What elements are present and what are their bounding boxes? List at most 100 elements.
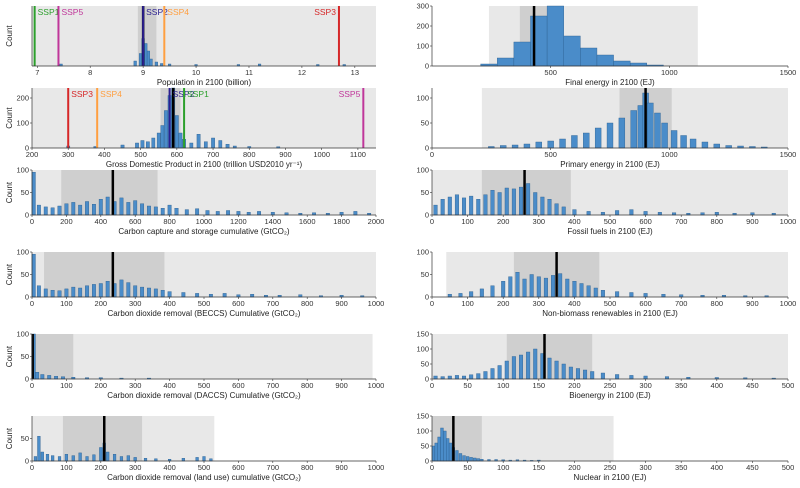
- x-tick-label: 1000: [313, 150, 330, 159]
- histogram-bar: [215, 211, 220, 216]
- histogram-bar: [431, 445, 436, 462]
- histogram-bar: [447, 375, 452, 380]
- y-tick-label: 100: [16, 119, 29, 128]
- x-tick-label: 400: [98, 150, 111, 159]
- x-tick-label: 500: [134, 150, 147, 159]
- x-tick-label: 1000: [368, 299, 385, 308]
- histogram-bar: [195, 208, 200, 216]
- histogram-bar: [568, 366, 573, 380]
- histogram-bar: [561, 206, 566, 216]
- histogram-bar: [629, 375, 634, 380]
- x-tick-label: 400: [163, 381, 176, 390]
- x-tick-label: 200: [568, 381, 581, 390]
- x-tick-label: 800: [711, 299, 724, 308]
- histogram-bar: [558, 273, 563, 298]
- x-tick-label: 500: [782, 381, 795, 390]
- histogram-bar: [586, 211, 591, 216]
- histogram-bar: [473, 457, 477, 462]
- x-tick-label: 200: [497, 299, 510, 308]
- histogram-bar: [529, 274, 534, 298]
- histogram-bar: [554, 203, 559, 216]
- histogram-bar: [112, 454, 117, 462]
- histogram-bar: [670, 130, 678, 149]
- x-tick-label: 7: [35, 68, 39, 77]
- y-tick-label: 100: [416, 248, 429, 257]
- histogram-bar: [106, 451, 110, 462]
- x-tick-label: 700: [267, 381, 280, 390]
- x-tick-label: 200: [95, 299, 108, 308]
- x-tick-label: 500: [198, 463, 211, 472]
- x-tick-label: 400: [163, 299, 176, 308]
- y-tick-label: 100: [416, 427, 429, 436]
- histogram-bar: [440, 376, 445, 380]
- histogram-bar: [47, 375, 52, 380]
- histogram-bar: [536, 276, 541, 298]
- panel-final-energy: 500 1000 1500 0 100 200 300 Final energy in 210…: [416, 2, 796, 88]
- histogram-bar: [257, 211, 261, 216]
- histogram-bar: [160, 125, 165, 149]
- histogram-bar: [511, 188, 516, 216]
- histogram-bar: [167, 291, 172, 298]
- x-tick-label: 200: [95, 463, 108, 472]
- panel-ccs: 0 200 400 600 800 1000 1200 1400 1600 1800 2000 0 50…: [5, 166, 384, 237]
- histogram-bar: [208, 294, 213, 298]
- histogram-bar: [713, 143, 720, 149]
- x-tick-label: 500: [544, 150, 557, 159]
- histogram-bar: [135, 142, 139, 149]
- y-tick-label: 150: [416, 412, 429, 421]
- x-tick-label: 0: [430, 299, 434, 308]
- histogram-bar: [501, 281, 506, 298]
- histogram-bar: [515, 272, 520, 298]
- histogram-bar: [85, 285, 89, 298]
- ssp-label-ssp3: SSP3: [71, 89, 93, 99]
- x-tick-label: 1000: [196, 217, 213, 226]
- histogram-bar: [138, 53, 143, 67]
- histogram-bar: [565, 278, 570, 298]
- histogram-bar: [353, 211, 358, 216]
- y-axis-label: Count: [5, 345, 14, 367]
- histogram-bar: [476, 199, 481, 216]
- histogram-bar: [462, 197, 467, 216]
- histogram-bar: [433, 375, 438, 380]
- histogram-bar: [629, 209, 634, 216]
- x-axis-label: Fossil fuels in 2100 (EJ): [567, 227, 653, 236]
- x-tick-label: 600: [639, 217, 652, 226]
- histogram-bar: [250, 294, 255, 298]
- x-tick-label: 0: [30, 217, 34, 226]
- histogram-bar: [33, 456, 38, 462]
- histogram-bar: [196, 134, 201, 149]
- histogram-bar: [454, 375, 459, 380]
- histogram-bar: [571, 135, 578, 149]
- histogram-bar: [469, 195, 474, 216]
- y-tick-label: 50: [421, 360, 429, 369]
- histogram-bar: [167, 204, 172, 216]
- x-tick-label: 250: [604, 381, 617, 390]
- y-tick-label: 200: [416, 22, 429, 31]
- panel-population: SSP1 SSP5 SSP2 SSP4 SSP3 7 8 9 10 11 12 13 Populatio…: [5, 6, 376, 87]
- x-tick-label: 0: [30, 381, 34, 390]
- x-tick-label: 1500: [780, 150, 797, 159]
- histogram-bar: [629, 292, 634, 298]
- x-tick-label: 600: [639, 299, 652, 308]
- y-tick-label: 100: [16, 166, 29, 175]
- histogram-bar: [202, 456, 206, 462]
- histogram-bar: [120, 144, 125, 149]
- histogram-bar: [479, 288, 484, 298]
- histogram-bar: [160, 63, 164, 67]
- x-tick-label: 9: [141, 68, 145, 77]
- x-tick-label: 400: [568, 217, 581, 226]
- panel-beccs: 0 100 200 300 400 500 600 700 800 900 1000 0 50 100 Ca…: [5, 248, 384, 319]
- x-tick-label: 800: [301, 463, 314, 472]
- y-axis-label: Count: [5, 263, 14, 285]
- histogram-bar: [559, 138, 566, 149]
- y-tick-label: 0: [425, 293, 429, 302]
- y-tick-label: 50: [421, 188, 429, 197]
- x-tick-label: 0: [430, 150, 434, 159]
- histogram-bar: [680, 135, 687, 149]
- x-tick-label: 1000: [368, 381, 385, 390]
- x-tick-label: 300: [533, 299, 546, 308]
- y-tick-label: 150: [416, 330, 429, 339]
- x-tick-label: 800: [301, 299, 314, 308]
- histogram-bar: [64, 454, 68, 462]
- histogram-bar: [57, 456, 62, 462]
